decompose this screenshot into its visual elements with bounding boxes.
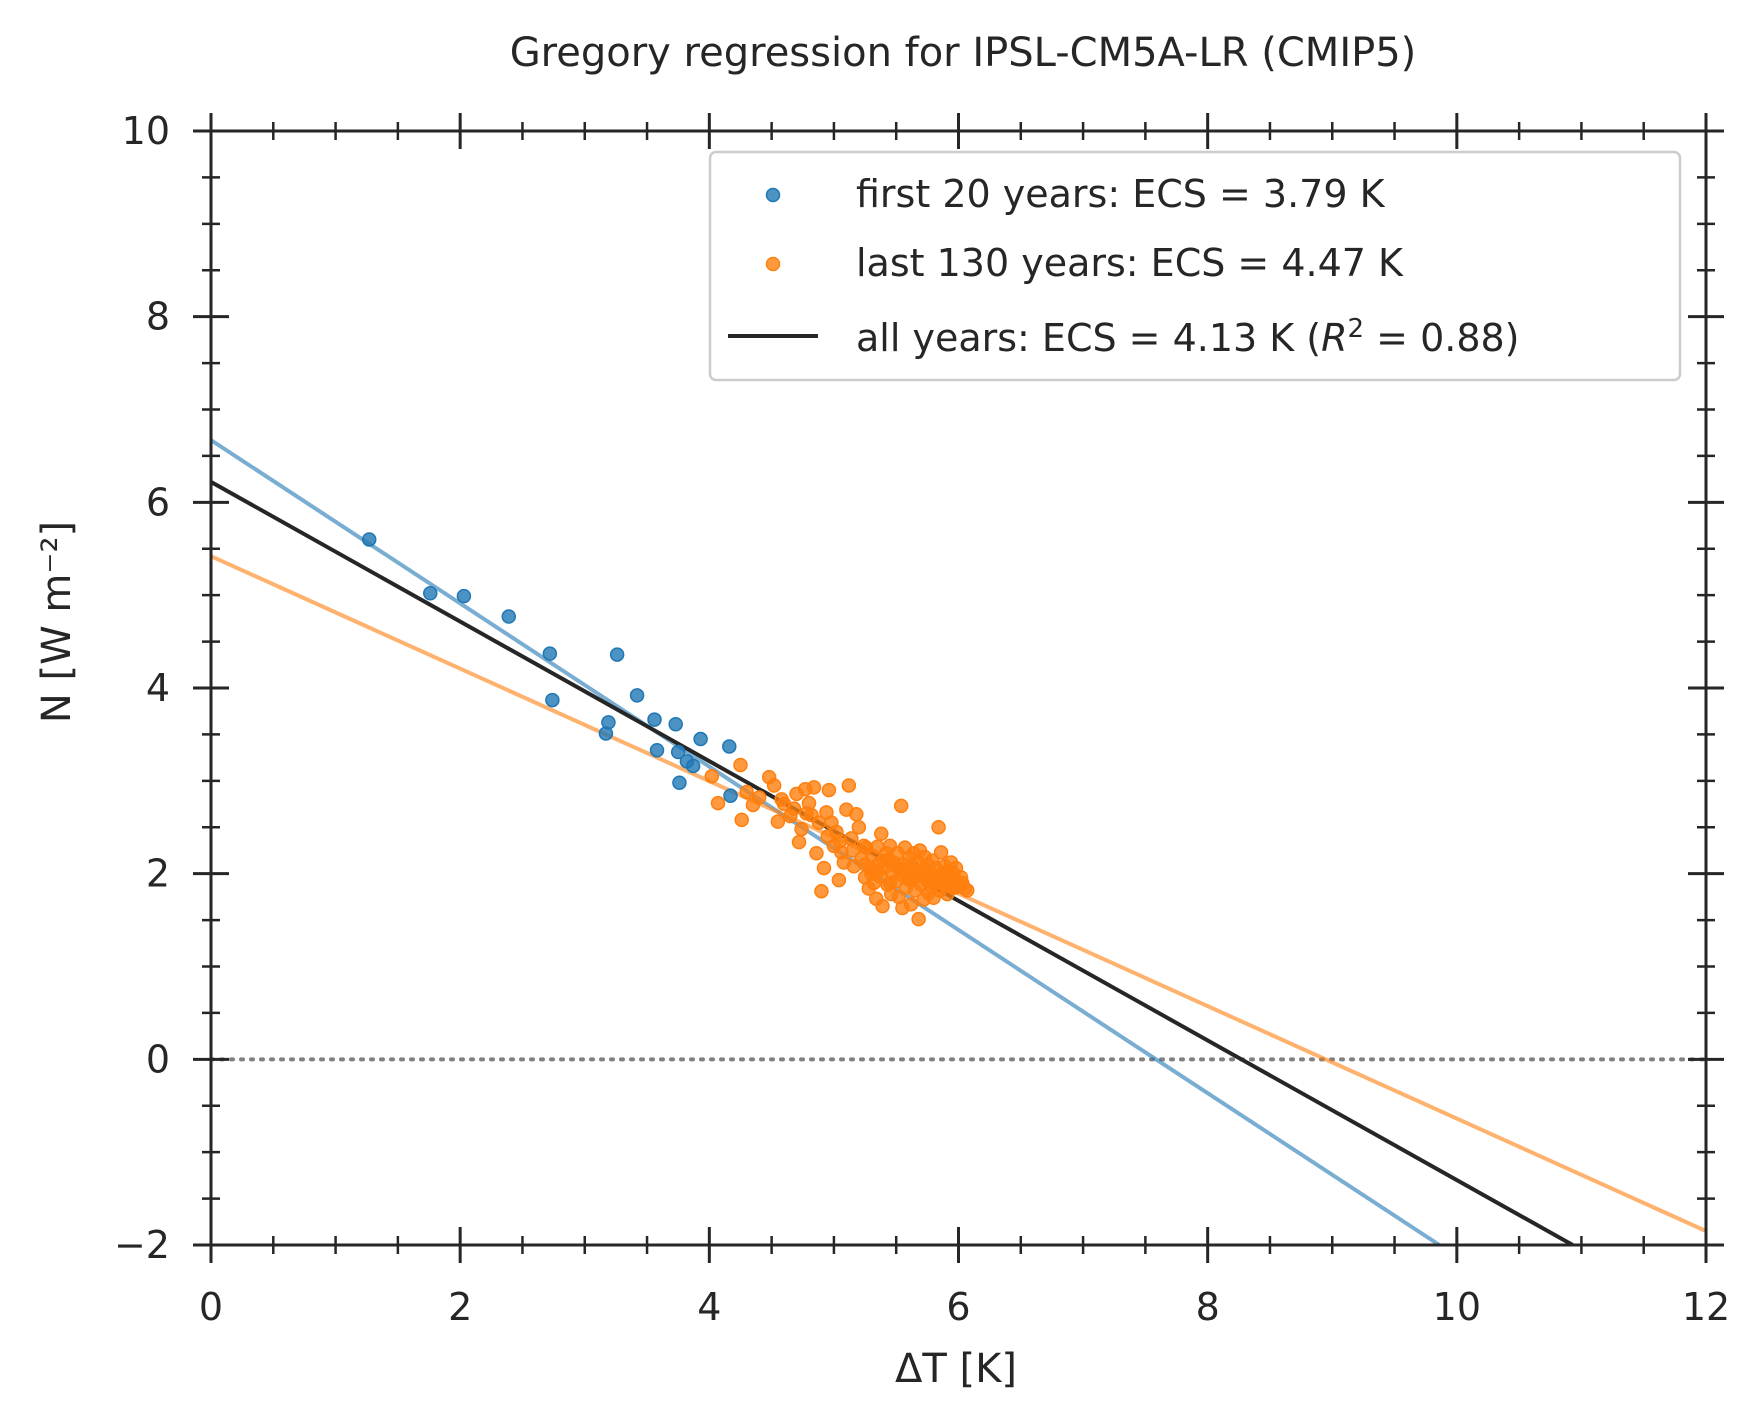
scatter-point-last-130: [811, 815, 827, 830]
scatter-point-last-130: [938, 866, 954, 881]
legend-label-first: first 20 years: ECS = 3.79 K: [856, 172, 1386, 216]
scatter-point-last-130: [821, 782, 837, 798]
scatter-point-first-20: [693, 731, 708, 747]
chart-title: Gregory regression for IPSL-CM5A-LR (CMI…: [510, 30, 1417, 76]
legend-label-all: all years: ECS = 4.13 K (R2 = 0.88): [856, 314, 1520, 360]
scatter-point-last-130: [901, 871, 916, 887]
x-tick-label: 6: [946, 1285, 970, 1329]
scatter-point-last-130: [875, 898, 890, 914]
scatter-point-last-130: [913, 866, 929, 881]
scatter-point-last-130: [933, 845, 949, 860]
legend-frame: [708, 150, 1682, 382]
scatter-point-first-20: [456, 588, 472, 604]
x-axis-label: ΔT [K]: [895, 1346, 1017, 1392]
scatter-point-last-130: [809, 845, 824, 861]
scatter-point-last-130: [774, 792, 789, 807]
scatter-point-first-20: [649, 742, 665, 758]
scatter-point-first-20: [672, 775, 687, 790]
scatter-point-last-130: [893, 798, 909, 814]
y-tick-label: −2: [114, 1223, 170, 1267]
scatter-point-last-130: [947, 880, 963, 895]
x-tick-label: 2: [448, 1285, 472, 1329]
scatter-point-last-130: [739, 784, 754, 800]
scatter-point-first-20: [542, 646, 558, 661]
scatter-point-last-130: [704, 768, 720, 784]
scatter-point-last-130: [799, 806, 814, 821]
y-axis-label: N [W m⁻²]: [34, 521, 80, 723]
scatter-point-first-20: [545, 692, 560, 708]
scatter-point-first-20: [601, 715, 616, 730]
scatter-point-last-130: [816, 860, 832, 876]
scatter-point-last-130: [931, 820, 946, 835]
y-tick-label: 6: [146, 480, 170, 524]
scatter-point-last-130: [926, 875, 941, 891]
scatter-point-first-20: [361, 532, 377, 547]
scatter-point-first-20: [723, 788, 738, 803]
scatter-point-last-130: [876, 853, 891, 868]
scatter-point-last-130: [786, 801, 802, 816]
scatter-point-first-20: [685, 758, 701, 774]
y-tick-label: 4: [146, 666, 170, 710]
scatter-point-last-130: [832, 833, 848, 849]
x-tick-label: 0: [199, 1285, 223, 1329]
legend: first 20 years: ECS = 3.79 K last 130 ye…: [708, 150, 1682, 382]
legend-marker-last: [765, 256, 781, 272]
scatter-point-last-130: [770, 814, 786, 829]
scatter-point-first-20: [423, 586, 438, 601]
legend-marker-first: [765, 187, 781, 203]
x-tick-label: 8: [1196, 1285, 1220, 1329]
scatter-point-first-20: [609, 647, 625, 662]
scatter-point-first-20: [647, 712, 662, 727]
plot-area: [209, 129, 1708, 1247]
scatter-point-last-130: [794, 821, 809, 837]
y-tick-label: 8: [146, 295, 170, 339]
scatter-point-last-130: [851, 820, 867, 835]
y-tick-label: 0: [146, 1037, 170, 1081]
scatter-point-last-130: [857, 857, 873, 872]
plot-contents: [211, 438, 1706, 1245]
scatter-point-first-20: [670, 744, 686, 760]
x-tick-label: 4: [697, 1285, 721, 1329]
scatter-point-last-130: [791, 834, 807, 850]
axis-ticks: [193, 113, 1724, 1263]
scatter-point-last-130: [903, 897, 919, 912]
scatter-point-last-130: [820, 829, 835, 844]
scatter-point-last-130: [911, 911, 926, 927]
scatter-point-last-130: [766, 778, 782, 793]
scatter-point-last-130: [841, 778, 857, 793]
scatter-point-last-130: [734, 812, 749, 828]
scatter-point-last-130: [882, 875, 898, 891]
x-tick-labels: 0 2 4 6 8 10 12: [199, 1285, 1730, 1329]
y-tick-label: 2: [146, 852, 170, 896]
scatter-point-last-130: [849, 807, 864, 822]
legend-label-last: last 130 years: ECS = 4.47 K: [856, 241, 1404, 285]
scatter-point-last-130: [710, 795, 726, 811]
x-tick-label: 10: [1433, 1285, 1481, 1329]
scatter-point-first-20: [501, 609, 517, 624]
scatter-point-last-130: [888, 858, 904, 874]
scatter-point-last-130: [814, 884, 829, 899]
scatter-point-last-130: [831, 872, 847, 888]
scatter-point-first-20: [629, 688, 645, 703]
scatter-point-first-20: [722, 739, 737, 754]
scatter-point-last-130: [806, 780, 822, 795]
scatter-point-last-130: [874, 826, 889, 841]
y-tick-label: 10: [122, 109, 170, 153]
y-tick-labels: −2 0 2 4 6 8 10: [114, 109, 170, 1267]
x-tick-label: 12: [1682, 1285, 1730, 1329]
scatter-point-last-130: [733, 757, 748, 773]
scatter-point-last-130: [751, 790, 767, 805]
scatter-point-last-130: [845, 843, 860, 858]
scatter-point-first-20: [668, 716, 683, 732]
